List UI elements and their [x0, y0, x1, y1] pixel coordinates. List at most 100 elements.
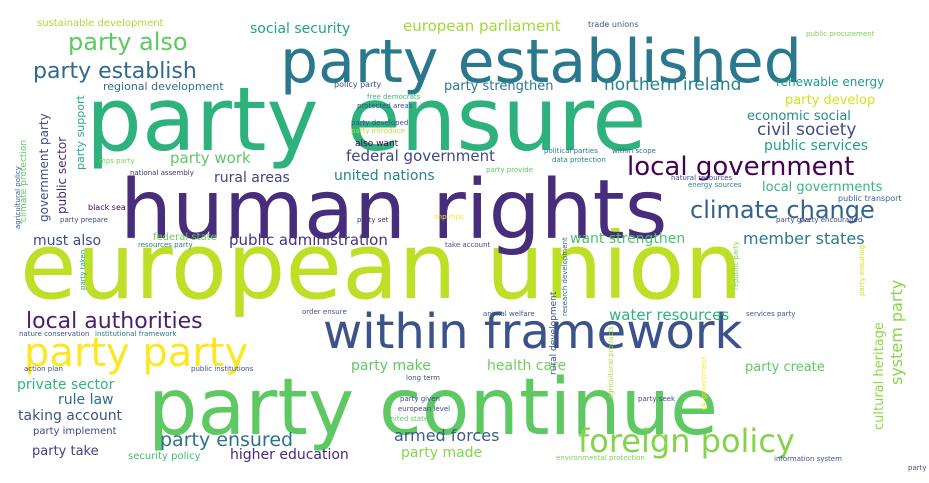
word-public-sector: public sector	[55, 137, 69, 214]
word-party-introduce: party introduce	[351, 127, 405, 135]
word-civil-society: civil society	[757, 120, 857, 140]
word-free-democrats: free democrats	[367, 93, 421, 101]
word-party-taken: party taken	[79, 250, 87, 290]
word-party-develop: party develop	[785, 93, 875, 108]
word-environmental-protection: environmental protection	[556, 454, 645, 462]
word-action-plan: action plan	[24, 365, 63, 373]
word-party-made: party made	[401, 445, 482, 461]
word-party-ensured: party ensured	[160, 429, 293, 451]
word-party-also: party also	[68, 28, 188, 56]
word-take-account: take account	[445, 241, 491, 249]
word-sustainable-development: sustainable development	[37, 18, 164, 29]
word-social-security: social security	[250, 21, 350, 37]
word-services-party: services party	[746, 310, 795, 318]
word-also-want: also want	[355, 139, 399, 149]
word-nature-conservation: nature conservation	[19, 330, 89, 338]
word-must-also: must also	[33, 233, 101, 249]
word-mps-party: mps party	[99, 157, 135, 165]
word-order-ensure: order ensure	[302, 308, 347, 316]
word-party-established: party established	[280, 27, 802, 97]
word-party-work: party work	[170, 149, 251, 167]
word-regional-development: regional development	[103, 80, 224, 93]
word-public-administration: public administration	[229, 231, 388, 249]
word-government-party: government party	[37, 113, 51, 222]
word-long-term: long term	[406, 374, 440, 382]
word-party-provide: party provide	[486, 166, 533, 174]
word-party-create: party create	[745, 360, 825, 375]
word-european-parliament: european parliament	[403, 17, 561, 35]
word-party-give: party give	[776, 216, 812, 224]
word-private-sector: private sector	[17, 377, 115, 393]
word-data-protection: data protection	[552, 156, 606, 164]
word-renewable-energy: renewable energy	[776, 75, 884, 89]
word-rural-development: rural development	[549, 291, 559, 375]
word-republic-party: republic party	[732, 241, 740, 290]
word-security-policy: security policy	[128, 451, 201, 462]
word-party-seek: party seek	[638, 395, 676, 403]
word-public-transport: public transport	[838, 194, 902, 203]
word-party-ensure: party ensure	[86, 68, 646, 171]
word-united-states: united states	[386, 415, 432, 423]
word-policy-party: policy party	[334, 80, 382, 89]
word-research-development: research development	[561, 237, 569, 316]
word-member-states: member states	[743, 229, 865, 248]
word-institutional-framework: institutional framework	[95, 330, 177, 338]
word-within-framework: within framework	[323, 304, 743, 360]
word-party-encouraged: party encouraged	[800, 216, 862, 224]
word-party-called: party called	[908, 464, 929, 472]
word-health-care: health care	[487, 358, 566, 374]
word-natural-resources: natural resources	[671, 174, 733, 182]
word-climate-change: climate change	[690, 196, 875, 224]
word-economic-social: economic social	[747, 109, 851, 124]
word-agricultural-products: agricultural products	[607, 326, 615, 399]
word-party-make: party make	[351, 358, 431, 374]
word-party-given: party given	[400, 395, 440, 403]
word-party-implement: party implement	[33, 426, 117, 437]
word-taking-account: taking account	[18, 408, 123, 424]
word-water-resources: water resources	[609, 306, 729, 324]
word-party-continue: party continue	[148, 363, 718, 453]
word-agricultural-policy: agricultural policy	[14, 166, 22, 229]
word-party-set: party set	[357, 216, 389, 224]
word-animal-welfare: animal welfare	[483, 310, 535, 318]
word-political-parties: political parties	[544, 147, 598, 155]
word-party-support: party support	[74, 95, 87, 170]
word-want-strengthen: want strengthen	[570, 231, 685, 247]
word-united-nations: united nations	[334, 168, 435, 184]
word-black-sea: black sea	[88, 203, 126, 212]
word-rural-areas: rural areas	[214, 170, 290, 186]
word-climate-protection: climate protection	[19, 140, 29, 222]
word-national-assembly: national assembly	[130, 169, 194, 177]
word-snp-mps: snp mps	[434, 213, 464, 221]
word-uk-government: uk government	[700, 356, 708, 410]
word-human-rights: human rights	[120, 163, 668, 258]
word-public-institutions: public institutions	[191, 365, 254, 373]
word-public-services: public services	[764, 138, 868, 154]
word-energy-sources: energy sources	[688, 181, 742, 189]
word-protected-areas: protected areas	[357, 102, 413, 110]
word-local-government: local government	[627, 152, 854, 182]
word-resources-party: resources party	[138, 241, 193, 249]
word-party-party: party party	[24, 330, 248, 376]
word-european-union: european union	[20, 213, 743, 320]
word-federal-government: federal government	[346, 147, 495, 165]
word-armed-forces: armed forces	[394, 426, 499, 445]
word-european-level: european level	[398, 405, 450, 413]
word-party-strengthen: party strengthen	[444, 79, 553, 94]
word-local-governments: local governments	[762, 180, 883, 195]
word-information-system: information system	[774, 455, 842, 463]
word-rule-law: rule law	[58, 392, 114, 408]
word-party-developed: party developed	[351, 119, 408, 127]
word-northern-ireland: northern ireland	[604, 75, 741, 95]
word-party-ensuring: party ensuring	[858, 245, 866, 296]
word-party-prepare: party prepare	[60, 216, 108, 224]
word-foreign-policy: foreign policy	[578, 422, 795, 460]
word-party-take: party take	[32, 444, 99, 459]
word-cultural-heritage: cultural heritage	[872, 322, 887, 430]
word-public-procurement: public procurement	[806, 30, 875, 38]
word-within-scope: within scope	[612, 147, 656, 155]
word-higher-education: higher education	[230, 447, 349, 463]
